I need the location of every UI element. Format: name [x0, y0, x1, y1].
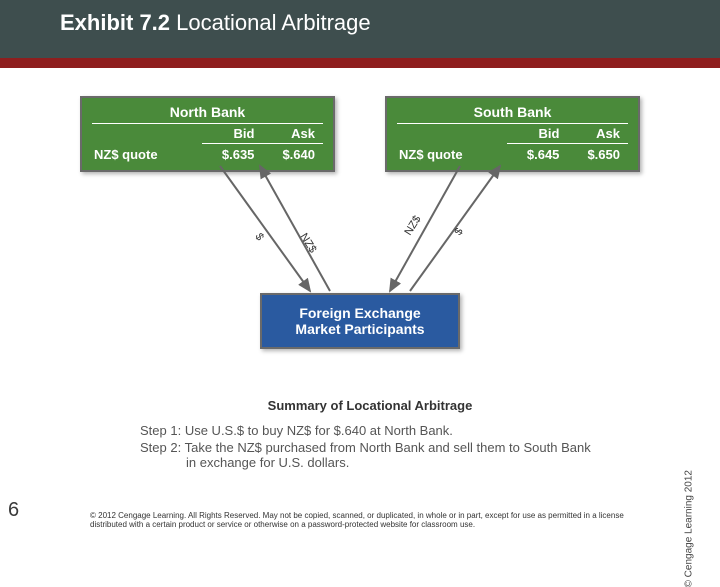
participants-box: Foreign Exchange Market Participants [260, 293, 460, 349]
north-quote-label: NZ$ quote [92, 144, 202, 163]
header-title: Exhibit 7.2 Locational Arbitrage [60, 10, 720, 36]
banks-row: North Bank Bid Ask NZ$ quote $.635 $.640… [0, 96, 720, 172]
north-bank-name: North Bank [92, 104, 323, 124]
south-ask-value: $.650 [567, 144, 628, 163]
south-bank-box: South Bank Bid Ask NZ$ quote $.645 $.650 [385, 96, 640, 172]
summary-step2: Step 2: Take the NZ$ purchased from Nort… [140, 440, 600, 470]
south-bid-header: Bid [507, 126, 568, 144]
south-bank-table: Bid Ask NZ$ quote $.645 $.650 [397, 126, 628, 162]
summary-block: Summary of Locational Arbitrage Step 1: … [140, 398, 600, 472]
summary-title: Summary of Locational Arbitrage [140, 398, 600, 413]
exhibit-title: Locational Arbitrage [176, 10, 370, 35]
north-bank-table: Bid Ask NZ$ quote $.635 $.640 [92, 126, 323, 162]
north-ask-header: Ask [262, 126, 323, 144]
step2-text: Take the NZ$ purchased from North Bank a… [185, 440, 591, 470]
exhibit-number: Exhibit 7.2 [60, 10, 170, 35]
footer-copyright: © 2012 Cengage Learning. All Rights Rese… [90, 511, 650, 530]
arrow-label-dollar-north: $ [252, 231, 265, 243]
north-ask-value: $.640 [262, 144, 323, 163]
content-area: North Bank Bid Ask NZ$ quote $.635 $.640… [0, 68, 720, 172]
arrow-label-nz-north: NZ$ [297, 231, 318, 255]
header-redbar [0, 58, 720, 68]
participants-line2: Market Participants [280, 321, 440, 337]
north-bid-header: Bid [202, 126, 263, 144]
step1-text: Use U.S.$ to buy NZ$ for $.640 at North … [185, 423, 453, 438]
summary-step1: Step 1: Use U.S.$ to buy NZ$ for $.640 a… [140, 423, 600, 438]
arrow-label-nz-south: NZ$ [402, 214, 423, 238]
north-bid-value: $.635 [202, 144, 263, 163]
south-ask-header: Ask [567, 126, 628, 144]
north-bank-box: North Bank Bid Ask NZ$ quote $.635 $.640 [80, 96, 335, 172]
page-number: 6 [8, 499, 19, 522]
step1-label: Step 1: [140, 423, 181, 438]
side-copyright: © Cengage Learning 2012 [683, 470, 694, 587]
south-bid-value: $.645 [507, 144, 568, 163]
participants-line1: Foreign Exchange [280, 305, 440, 321]
step2-label: Step 2: [140, 440, 181, 455]
south-quote-label: NZ$ quote [397, 144, 507, 163]
slide-header: Exhibit 7.2 Locational Arbitrage [0, 0, 720, 58]
south-bank-name: South Bank [397, 104, 628, 124]
arrow-label-dollar-south: $ [452, 226, 465, 238]
